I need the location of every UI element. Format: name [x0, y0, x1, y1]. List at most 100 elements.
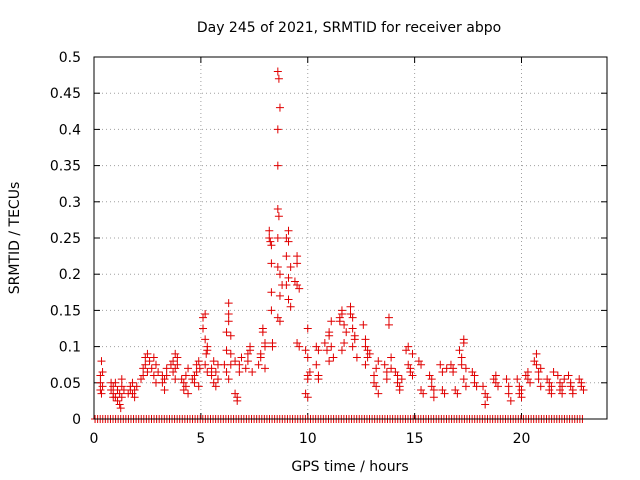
- data-point: [171, 364, 180, 373]
- data-point: [325, 328, 334, 337]
- data-point: [372, 382, 381, 391]
- y-tick-label: 0.3: [59, 195, 81, 211]
- data-point: [404, 342, 413, 351]
- data-point: [327, 342, 336, 351]
- data-point: [449, 367, 458, 376]
- data-point: [545, 378, 554, 387]
- data-point: [303, 393, 312, 402]
- data-point: [427, 375, 436, 384]
- data-point: [427, 382, 436, 391]
- data-point: [199, 324, 208, 333]
- data-point: [231, 389, 240, 398]
- data-point: [113, 396, 122, 405]
- data-point: [143, 349, 152, 358]
- data-point: [457, 353, 466, 362]
- data-point: [335, 317, 344, 326]
- data-point: [374, 357, 383, 366]
- data-point: [303, 375, 312, 384]
- data-point: [282, 281, 291, 290]
- data-point: [461, 364, 470, 373]
- data-point: [370, 378, 379, 387]
- data-point: [211, 367, 220, 376]
- data-point: [549, 367, 558, 376]
- data-point: [162, 371, 171, 380]
- data-point: [387, 353, 396, 362]
- data-point: [547, 389, 556, 398]
- data-point: [117, 393, 126, 402]
- data-point: [513, 375, 522, 384]
- data-point: [128, 378, 137, 387]
- data-point: [98, 382, 107, 391]
- data-point: [282, 234, 291, 242]
- data-point: [137, 375, 146, 384]
- data-point: [481, 400, 490, 409]
- data-point: [194, 382, 203, 391]
- data-point: [111, 378, 120, 387]
- data-point: [290, 277, 299, 286]
- data-point: [267, 241, 276, 250]
- x-tick-label: 10: [299, 431, 317, 447]
- data-point: [504, 382, 513, 391]
- y-tick-label: 0.35: [50, 159, 81, 175]
- data-point: [293, 338, 302, 347]
- data-point: [97, 357, 106, 366]
- data-point: [417, 386, 426, 395]
- data-point: [348, 313, 357, 322]
- data-point: [558, 382, 567, 391]
- data-point: [361, 342, 370, 351]
- data-point: [275, 103, 284, 112]
- data-point: [273, 262, 282, 271]
- data-point: [363, 353, 372, 362]
- data-point: [268, 342, 277, 351]
- x-tick-label: 15: [406, 431, 424, 447]
- data-point: [361, 360, 370, 369]
- data-point: [532, 349, 541, 358]
- data-point: [109, 382, 118, 391]
- data-point: [312, 342, 321, 351]
- data-point: [261, 342, 269, 351]
- data-point: [274, 74, 283, 83]
- data-point: [555, 386, 564, 395]
- data-point: [320, 338, 329, 347]
- data-point: [470, 378, 479, 387]
- data-point: [282, 252, 291, 261]
- data-point: [265, 234, 274, 242]
- data-point: [568, 389, 577, 398]
- data-point: [222, 346, 231, 355]
- data-point: [241, 364, 250, 373]
- data-point: [404, 360, 413, 369]
- data-point: [96, 371, 105, 380]
- data-point: [534, 367, 543, 376]
- data-point: [154, 367, 163, 376]
- data-point: [506, 396, 515, 405]
- y-tick-label: 0.05: [50, 376, 81, 392]
- data-point: [96, 378, 105, 387]
- data-point: [502, 375, 511, 384]
- data-point: [337, 346, 346, 355]
- data-point: [141, 360, 150, 369]
- data-point: [115, 400, 124, 409]
- data-point: [151, 360, 160, 369]
- data-point: [199, 313, 208, 322]
- data-point: [530, 357, 539, 366]
- data-point: [274, 212, 283, 221]
- data-point: [481, 389, 490, 398]
- data-point: [395, 386, 404, 395]
- data-point: [493, 382, 502, 391]
- data-point: [293, 252, 302, 261]
- data-point: [143, 367, 152, 376]
- data-point: [203, 367, 212, 376]
- data-point: [149, 371, 158, 380]
- data-point: [273, 161, 282, 170]
- data-point: [226, 331, 235, 340]
- data-point: [139, 371, 148, 380]
- data-point: [275, 317, 284, 326]
- data-point: [265, 226, 274, 235]
- data-point: [489, 375, 498, 384]
- data-point: [201, 360, 210, 369]
- data-point: [98, 367, 107, 376]
- data-point: [303, 324, 312, 333]
- data-point: [158, 378, 167, 387]
- data-point: [461, 382, 470, 391]
